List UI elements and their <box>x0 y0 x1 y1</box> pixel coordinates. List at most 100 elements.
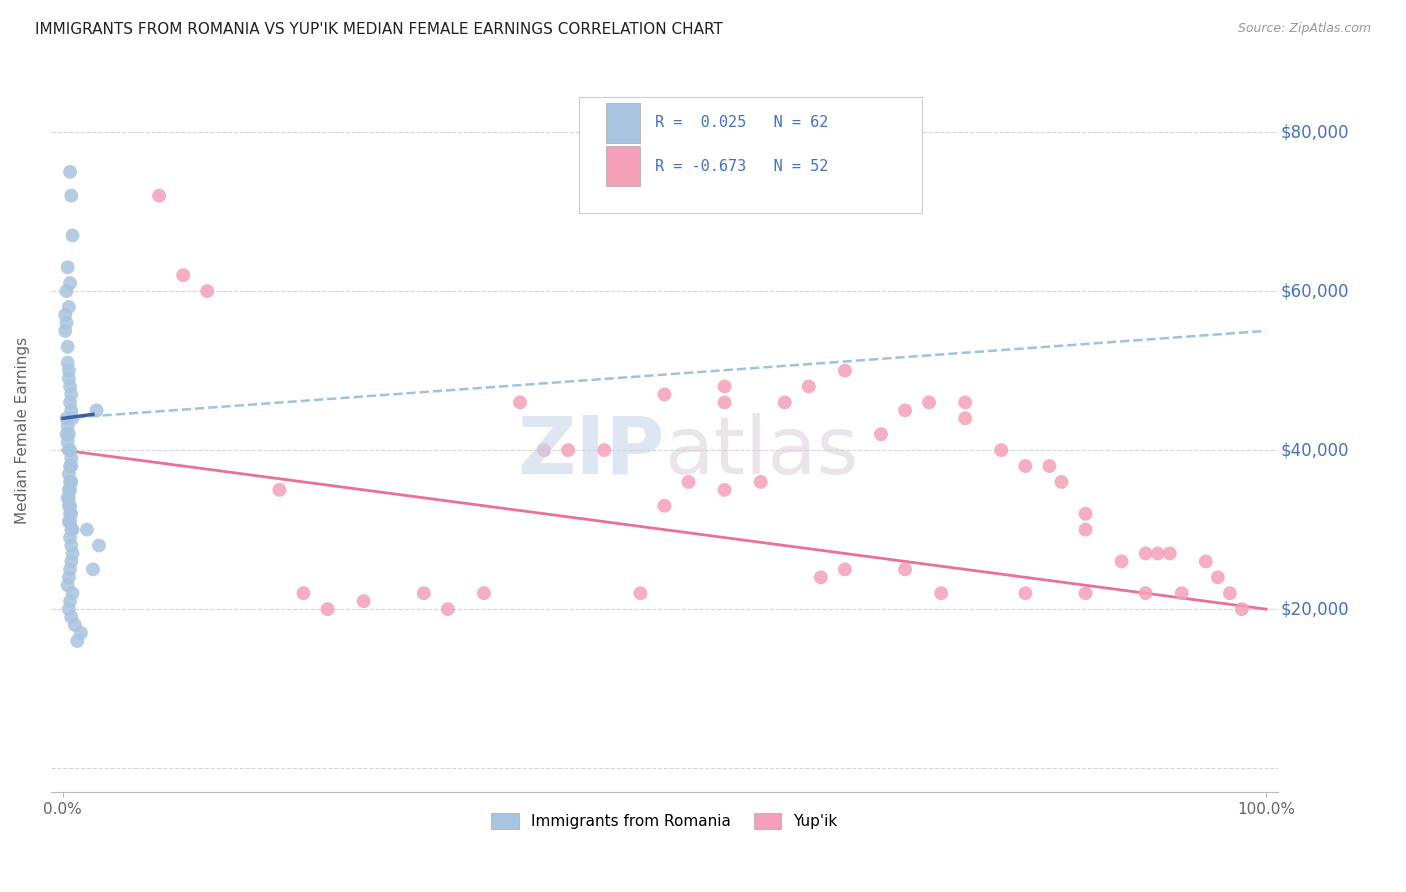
Text: R =  0.025   N = 62: R = 0.025 N = 62 <box>655 115 828 130</box>
Point <box>76 523 98 537</box>
Point <box>59 483 82 497</box>
Point <box>59 165 82 179</box>
Text: $20,000: $20,000 <box>1281 600 1350 618</box>
Point <box>172 268 194 283</box>
Point <box>713 395 735 409</box>
Point <box>195 284 218 298</box>
Point <box>797 379 820 393</box>
Point <box>269 483 291 497</box>
Point <box>56 356 79 370</box>
Point <box>62 546 84 560</box>
Point <box>82 562 104 576</box>
Point <box>59 507 82 521</box>
Point <box>58 427 80 442</box>
Point <box>953 395 976 409</box>
Point <box>60 554 83 568</box>
Point <box>1074 507 1097 521</box>
Point <box>53 308 76 322</box>
Point <box>62 228 84 243</box>
Point <box>59 562 82 576</box>
Point <box>59 515 82 529</box>
Text: atlas: atlas <box>665 413 859 491</box>
Point <box>86 403 108 417</box>
Text: $60,000: $60,000 <box>1281 282 1348 300</box>
Point <box>678 475 700 489</box>
Point <box>1014 458 1036 473</box>
Point <box>58 363 80 377</box>
Point <box>894 403 917 417</box>
Point <box>412 586 434 600</box>
Point <box>60 458 83 473</box>
Point <box>60 387 83 401</box>
Point <box>1171 586 1194 600</box>
Text: Source: ZipAtlas.com: Source: ZipAtlas.com <box>1237 22 1371 36</box>
Point <box>1195 554 1218 568</box>
Point <box>58 499 80 513</box>
Point <box>1135 546 1157 560</box>
Point <box>58 467 80 481</box>
Text: ZIP: ZIP <box>517 413 665 491</box>
Text: R = -0.673   N = 52: R = -0.673 N = 52 <box>655 159 828 174</box>
Point <box>58 570 80 584</box>
Y-axis label: Median Female Earnings: Median Female Earnings <box>15 336 30 524</box>
Point <box>1014 586 1036 600</box>
Point <box>834 363 856 377</box>
Point <box>58 602 80 616</box>
Point <box>56 419 79 434</box>
Point <box>1230 602 1253 616</box>
Point <box>509 395 531 409</box>
Point <box>834 562 856 576</box>
Point <box>55 284 77 298</box>
Point <box>59 395 82 409</box>
Point <box>60 403 83 417</box>
Point <box>870 427 893 442</box>
Legend: Immigrants from Romania, Yup'ik: Immigrants from Romania, Yup'ik <box>485 806 844 835</box>
Point <box>87 539 110 553</box>
Point <box>713 379 735 393</box>
Point <box>628 586 651 600</box>
Point <box>1038 458 1060 473</box>
Point <box>55 411 77 425</box>
Point <box>654 387 676 401</box>
Point <box>56 260 79 275</box>
Point <box>58 515 80 529</box>
Point <box>70 626 93 640</box>
Point <box>60 451 83 466</box>
Point <box>59 458 82 473</box>
Point <box>593 443 616 458</box>
Point <box>53 324 76 338</box>
Point <box>1074 523 1097 537</box>
Point <box>1050 475 1073 489</box>
Point <box>713 483 735 497</box>
Point <box>654 499 676 513</box>
Point <box>1219 586 1241 600</box>
Text: IMMIGRANTS FROM ROMANIA VS YUP'IK MEDIAN FEMALE EARNINGS CORRELATION CHART: IMMIGRANTS FROM ROMANIA VS YUP'IK MEDIAN… <box>35 22 723 37</box>
Point <box>59 594 82 608</box>
Point <box>749 475 772 489</box>
Point <box>1111 554 1133 568</box>
Point <box>1159 546 1181 560</box>
Point <box>66 634 89 648</box>
Point <box>990 443 1012 458</box>
Point <box>58 371 80 385</box>
Point <box>557 443 579 458</box>
Point <box>953 411 976 425</box>
Point <box>59 379 82 393</box>
Point <box>59 276 82 290</box>
Point <box>56 491 79 505</box>
Point <box>437 602 460 616</box>
Point <box>62 411 84 425</box>
Point <box>62 523 84 537</box>
Point <box>62 586 84 600</box>
Point <box>60 188 83 202</box>
Point <box>773 395 796 409</box>
FancyBboxPatch shape <box>606 103 640 143</box>
Point <box>63 618 86 632</box>
FancyBboxPatch shape <box>606 146 640 186</box>
Point <box>1206 570 1229 584</box>
Point <box>59 531 82 545</box>
Point <box>1135 586 1157 600</box>
Point <box>533 443 555 458</box>
Point <box>58 300 80 314</box>
Text: $40,000: $40,000 <box>1281 442 1348 459</box>
